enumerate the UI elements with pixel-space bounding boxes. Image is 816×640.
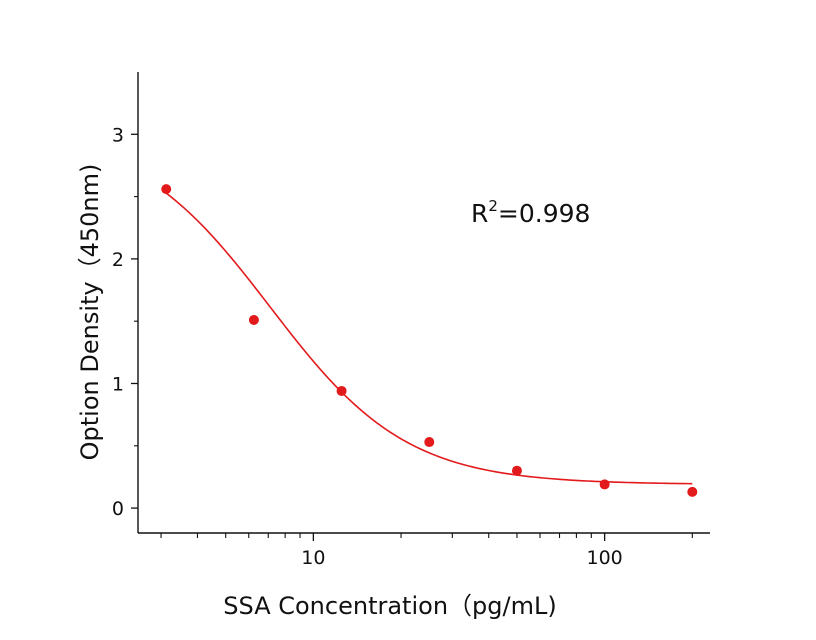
data-point (511, 465, 522, 476)
y-tick-label: 3 (112, 124, 124, 146)
y-axis-label: Option Density（450nm) (76, 164, 104, 461)
y-tick-label: 2 (112, 249, 124, 271)
data-point (161, 184, 172, 195)
axes (137, 72, 710, 534)
x-axis-label: SSA Concentration（pg/mL) (223, 592, 556, 620)
r-squared-value: =0.998 (498, 199, 591, 228)
data-point (687, 486, 698, 497)
data-point (336, 385, 347, 396)
data-points (161, 184, 698, 497)
r-squared-base: R (471, 199, 488, 228)
y-tick-label: 1 (112, 373, 124, 395)
labels: 0 1 2 3 10 100 SSA Concentration（pg/mL) Option … (76, 124, 623, 620)
data-point (248, 314, 259, 325)
data-point (599, 479, 610, 490)
data-point (424, 437, 435, 448)
ticks (131, 133, 693, 541)
x-tick-label: 100 (587, 547, 623, 569)
r-squared-annotation: R2=0.998 (471, 197, 590, 228)
r-squared-superscript: 2 (488, 197, 498, 215)
y-tick-label: 0 (112, 498, 124, 520)
x-tick-label: 10 (301, 547, 325, 569)
